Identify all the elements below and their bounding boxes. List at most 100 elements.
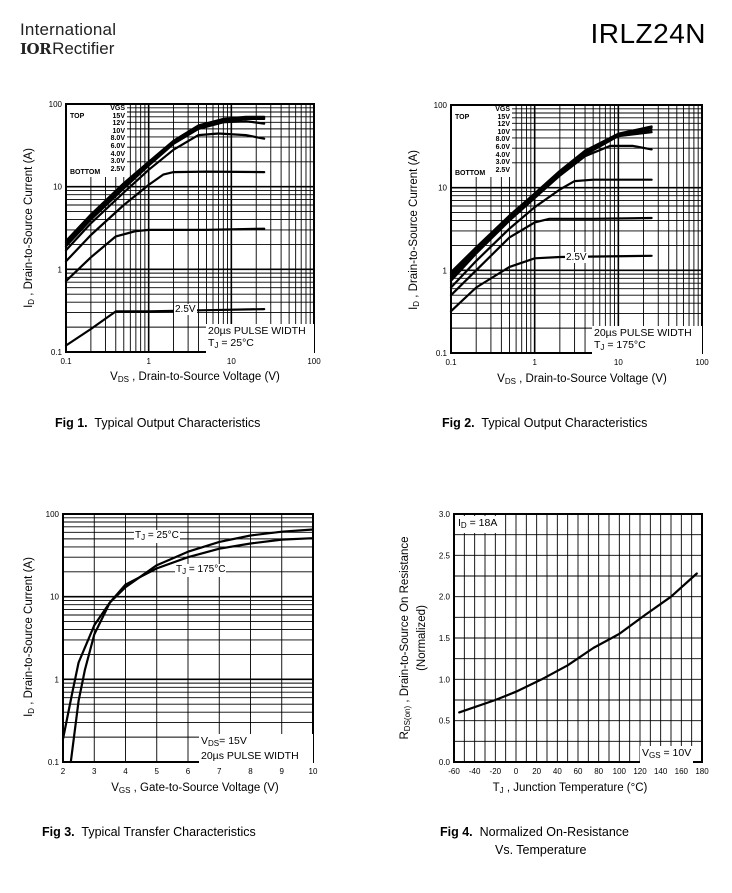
series-line-4.0V xyxy=(64,170,266,263)
x-tick-label: 0.1 xyxy=(60,357,72,366)
temp-symbol: T xyxy=(594,339,601,351)
x-tick-label: -40 xyxy=(469,767,481,776)
y-tick-label: 3.0 xyxy=(439,510,451,519)
x-tick-label: 7 xyxy=(217,767,222,776)
series-line-6.0V xyxy=(64,132,266,252)
chart-3: 2 3 4 5 6 7 8 9 10 0.1 1 10 100 xyxy=(46,510,318,776)
fig1-caption: Fig 1. Typical Output Characteristics xyxy=(55,416,261,430)
legend-entries: VGS 15V 12V 10V 8.0V 6.0V 4.0V 3.0V 2.5V xyxy=(110,105,125,173)
fig2-x-axis-label: VDS , Drain-to-Source Voltage (V) xyxy=(497,373,667,386)
y-tick-label: 0.1 xyxy=(51,348,63,357)
legend-bottom-label: BOTTOM xyxy=(70,169,101,176)
y-tick-label: 10 xyxy=(53,183,62,192)
y-tick-label: 1 xyxy=(55,675,60,684)
chart-1: 0.1 1 10 100 0.1 1 10 100 xyxy=(49,100,322,366)
fig3-caption: Fig 3. Typical Transfer Characteristics xyxy=(42,825,256,839)
x-tick-label: 1 xyxy=(532,358,537,367)
x-tick-label: 4 xyxy=(123,767,128,776)
series-line-3.0V xyxy=(64,227,266,283)
legend-header: VGS xyxy=(110,105,125,112)
y-tick-label: 2.5 xyxy=(439,551,451,560)
series-line-RDSon xyxy=(458,572,698,714)
legend-entry: 4.0V xyxy=(110,150,125,158)
legend-header: VGS xyxy=(495,106,510,113)
y-tick-label: 0.5 xyxy=(439,717,451,726)
legend-entry: 3.0V xyxy=(110,158,125,166)
y-tick-label: 100 xyxy=(434,101,448,110)
x-tick-label: 0 xyxy=(514,767,519,776)
legend-top-label: TOP xyxy=(70,113,85,120)
legend-entry: 15V xyxy=(112,112,125,120)
x-tick-label: 100 xyxy=(613,767,627,776)
plot-frame xyxy=(65,103,315,353)
x-tick-label: 3 xyxy=(92,767,97,776)
fig4-caption-line2: Vs. Temperature xyxy=(495,843,587,857)
temperature-note: TJ = 175°C xyxy=(594,339,700,354)
temp-symbol: T xyxy=(208,337,215,349)
x-tick-label: 0.1 xyxy=(445,358,457,367)
temperature-note: TJ = 25°C xyxy=(208,337,312,352)
fig3-y-axis-label: ID , Drain-to-Source Current (A) xyxy=(23,557,36,717)
legend-entries: VGS 15V 12V 10V 8.0V 6.0V 4.0V 3.0V 2.5V xyxy=(495,106,510,174)
y-tick-label: 0.0 xyxy=(439,758,451,767)
x-tick-label: 2 xyxy=(61,767,66,776)
legend-entry: 10V xyxy=(497,128,510,136)
fig4-x-axis-label: TJ , Junction Temperature (°C) xyxy=(492,782,648,795)
x-tick-label: -20 xyxy=(490,767,502,776)
y-tick-label: 100 xyxy=(49,100,63,109)
legend-entry: 8.0V xyxy=(495,136,510,144)
fig3-x-axis-label: VGS , Gate-to-Source Voltage (V) xyxy=(111,782,279,795)
y-tick-label: 1.5 xyxy=(439,634,451,643)
vds-note: VDS= 15V xyxy=(201,735,247,748)
legend-entry: 3.0V xyxy=(495,159,510,167)
temp-subscript: J xyxy=(214,341,219,350)
x-tick-label: 100 xyxy=(695,358,709,367)
pulse-width-note: 20µs PULSE WIDTH xyxy=(594,327,692,339)
legend-entry: 15V xyxy=(497,113,510,121)
legend-entry: 2.5V xyxy=(495,166,510,174)
pulse-width-note: 20µs PULSE WIDTH xyxy=(208,325,306,337)
temp-value: = 175°C xyxy=(604,339,646,351)
x-tick-label: 140 xyxy=(654,767,668,776)
series-line-3.0V xyxy=(449,216,653,297)
fig3-label-175c: TJ = 175°C xyxy=(175,564,227,577)
logo-rectifier-text: Rectifier xyxy=(52,39,115,58)
fig4-y-axis-label: RDS(on) , Drain-to-Source On Resistance xyxy=(399,536,412,740)
fig1-curve-label-2v5: 2.5V xyxy=(174,304,197,315)
series-line-8.0V xyxy=(64,120,266,248)
x-tick-label: 80 xyxy=(594,767,603,776)
x-tick-label: -60 xyxy=(448,767,460,776)
fig4-id-note: ID = 18A xyxy=(456,516,500,533)
x-tick-label: 10 xyxy=(309,767,318,776)
fig4-vgs-note: VGS = 10V xyxy=(640,746,694,763)
x-tick-label: 160 xyxy=(675,767,689,776)
part-number: IRLZ24N xyxy=(590,18,706,49)
logo-rectifier: IORRectifier xyxy=(20,39,114,59)
fig2-y-axis-label: ID , Drain-to-Source Current (A) xyxy=(408,150,421,310)
temp-subscript: J xyxy=(600,343,605,352)
y-tick-label: 0.1 xyxy=(48,758,60,767)
y-tick-label: 10 xyxy=(438,184,447,193)
plot-frame xyxy=(450,104,703,354)
series-line-6.0V xyxy=(449,144,653,282)
plot-frame xyxy=(453,513,703,763)
x-tick-label: 8 xyxy=(248,767,253,776)
fig1-y-axis-label: ID , Drain-to-Source Current (A) xyxy=(23,148,36,308)
series-line-4.0V xyxy=(449,178,653,289)
x-tick-label: 120 xyxy=(633,767,647,776)
x-tick-label: 6 xyxy=(186,767,191,776)
y-tick-label: 0.1 xyxy=(436,349,448,358)
x-tick-label: 40 xyxy=(553,767,562,776)
series-line-2.5V xyxy=(64,308,266,347)
y-tick-label: 2.0 xyxy=(439,593,451,602)
x-tick-label: 100 xyxy=(307,357,321,366)
fig3-conditions: VDS= 15V 20µs PULSE WIDTH xyxy=(199,734,313,763)
x-tick-label: 60 xyxy=(574,767,583,776)
fig2-conditions: 20µs PULSE WIDTH TJ = 175°C xyxy=(592,326,702,355)
plot-frame xyxy=(62,513,314,763)
ior-logo-mark: IOR xyxy=(20,40,52,58)
legend-entry: 12V xyxy=(497,121,510,129)
fig2-curve-label-2v5: 2.5V xyxy=(565,252,588,263)
y-tick-label: 10 xyxy=(50,593,59,602)
y-tick-label: 1 xyxy=(58,265,63,274)
